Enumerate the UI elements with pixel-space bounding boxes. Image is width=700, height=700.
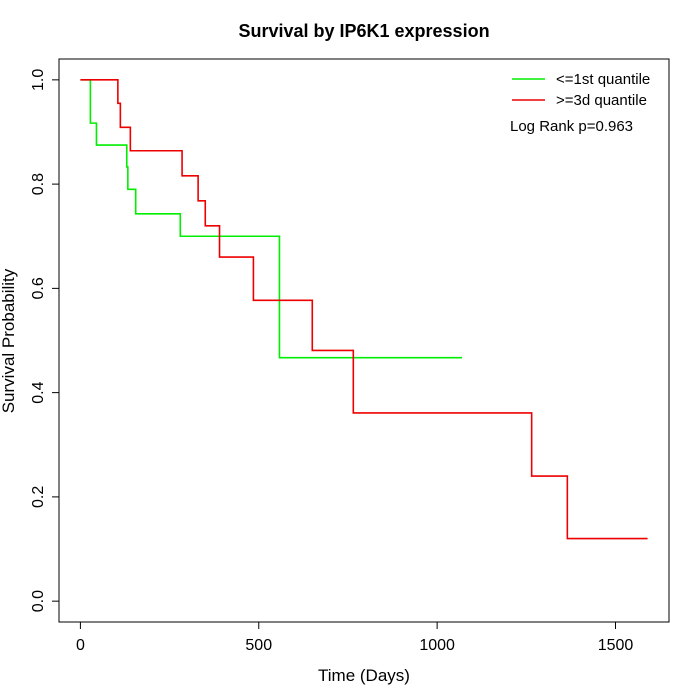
series-line-high-quantile xyxy=(80,79,648,540)
x-axis: 0 500 1000 1500 xyxy=(76,621,634,654)
y-tick-label: 0.4 xyxy=(30,381,47,403)
series-line-low-quantile xyxy=(80,79,463,359)
y-tick-label: 1.0 xyxy=(30,69,47,91)
chart-title: Survival by IP6K1 expression xyxy=(238,21,489,41)
x-tick-label: 0 xyxy=(76,637,85,654)
x-tick-label: 1000 xyxy=(419,637,455,654)
legend-label: <=1st quantile xyxy=(556,71,650,88)
series-layer xyxy=(80,79,648,540)
y-axis-label: Survival Probability xyxy=(0,268,18,413)
legend-label: >=3d quantile xyxy=(556,92,647,109)
log-rank-annotation: Log Rank p=0.963 xyxy=(510,118,633,135)
legend: <=1st quantile >=3d quantile xyxy=(512,71,650,109)
y-tick-label: 0.2 xyxy=(30,486,47,508)
y-axis: 0.0 0.2 0.4 0.6 0.8 1.0 xyxy=(30,69,60,612)
x-tick-label: 500 xyxy=(245,637,272,654)
plot-frame xyxy=(58,58,670,623)
x-axis-label: Time (Days) xyxy=(318,666,410,685)
y-tick-label: 0.6 xyxy=(30,277,47,299)
y-tick-label: 0.0 xyxy=(30,590,47,612)
x-tick-label: 1500 xyxy=(598,637,634,654)
y-tick-label: 0.8 xyxy=(30,173,47,195)
